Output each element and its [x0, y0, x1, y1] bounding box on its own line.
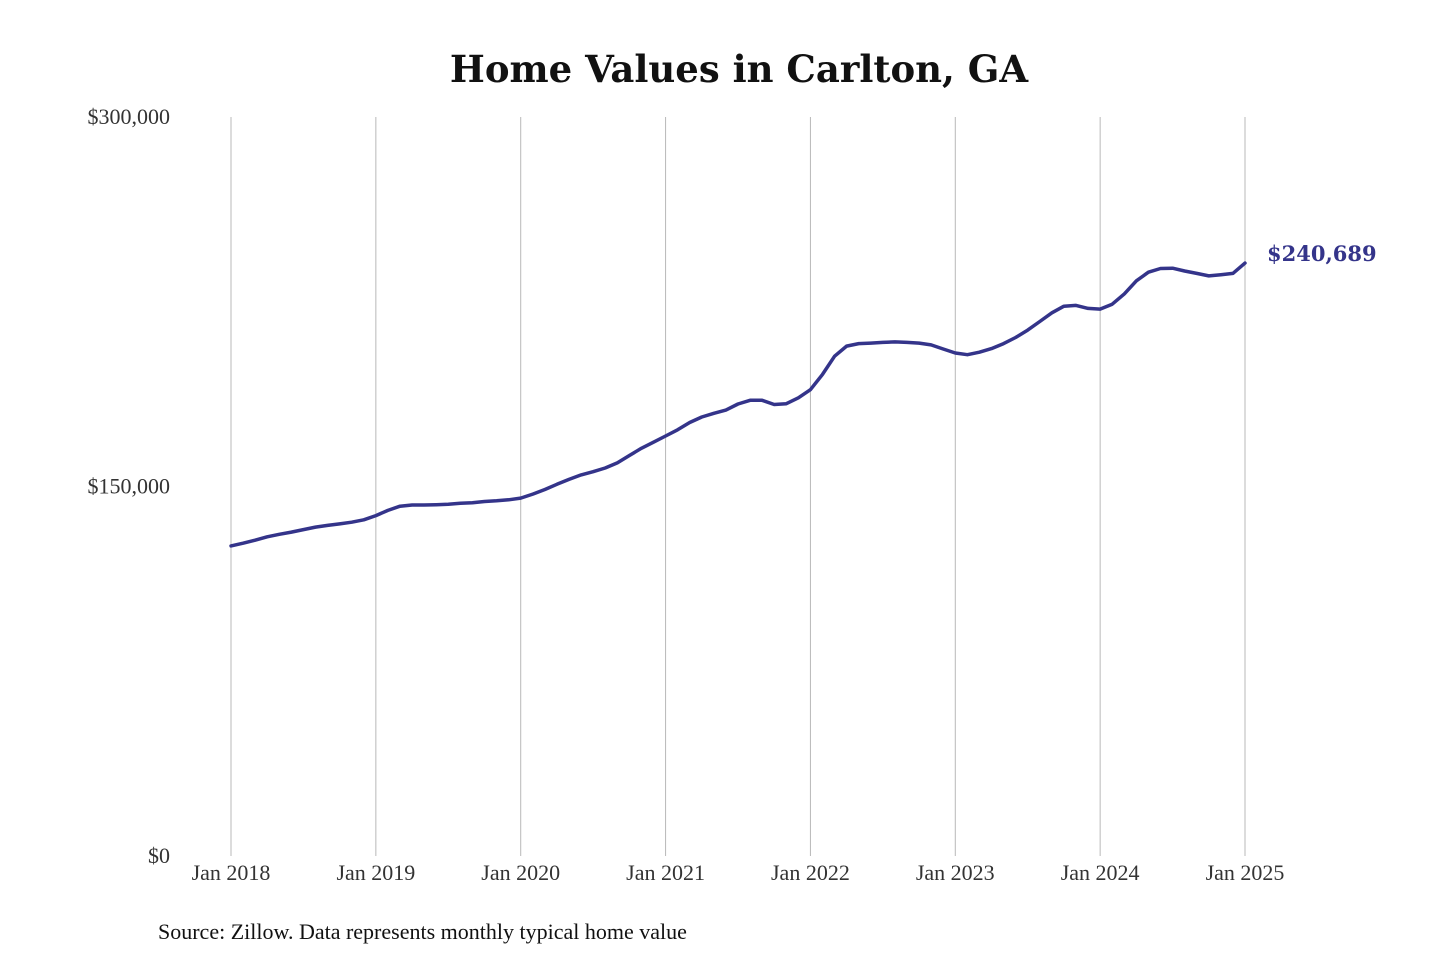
y-tick-label: $0	[148, 843, 170, 868]
x-tick-label: Jan 2025	[1206, 860, 1285, 885]
x-tick-label: Jan 2024	[1061, 860, 1140, 885]
y-axis: $0 $150,000 $300,000	[88, 104, 171, 868]
chart-title: Home Values in Carlton, GA	[450, 47, 1030, 91]
home-value-series-line	[229, 261, 1247, 548]
x-tick-label: Jan 2020	[481, 860, 560, 885]
x-axis: Jan 2018 Jan 2019 Jan 2020 Jan 2021 Jan 2022…	[192, 860, 1285, 885]
end-value-label: $240,689	[1267, 241, 1377, 266]
gridlines	[230, 117, 1246, 856]
x-tick-label: Jan 2021	[626, 860, 705, 885]
x-tick-label: Jan 2019	[336, 860, 415, 885]
x-tick-label: Jan 2018	[192, 860, 271, 885]
source-note: Source: Zillow. Data represents monthly …	[158, 919, 687, 944]
x-tick-label: Jan 2023	[916, 860, 995, 885]
y-tick-label: $150,000	[88, 474, 171, 499]
y-tick-label: $300,000	[88, 104, 171, 129]
x-tick-label: Jan 2022	[771, 860, 850, 885]
